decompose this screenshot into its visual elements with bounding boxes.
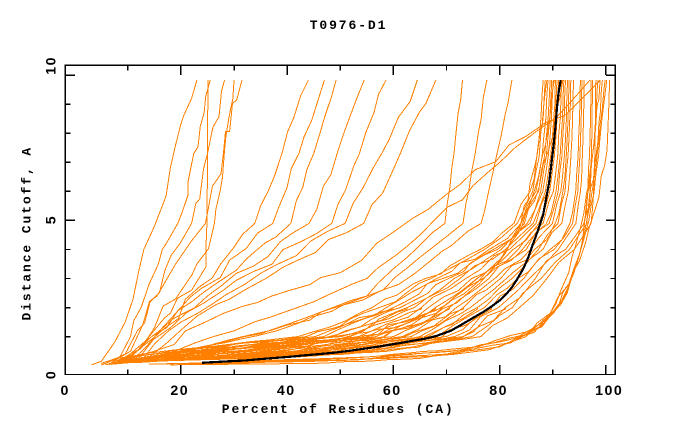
svg-text:80: 80	[489, 383, 508, 399]
svg-text:Percent of Residues (CA): Percent of Residues (CA)	[222, 402, 455, 417]
svg-text:100: 100	[595, 383, 623, 399]
svg-text:10: 10	[44, 56, 60, 75]
svg-text:60: 60	[383, 383, 402, 399]
svg-text:20: 20	[170, 383, 189, 399]
svg-text:0: 0	[44, 370, 60, 379]
svg-text:T0976-D1: T0976-D1	[310, 18, 388, 33]
svg-text:5: 5	[44, 215, 60, 224]
svg-text:Distance Cutoff, A: Distance Cutoff, A	[20, 146, 35, 321]
svg-text:0: 0	[61, 383, 70, 399]
svg-text:40: 40	[277, 383, 296, 399]
